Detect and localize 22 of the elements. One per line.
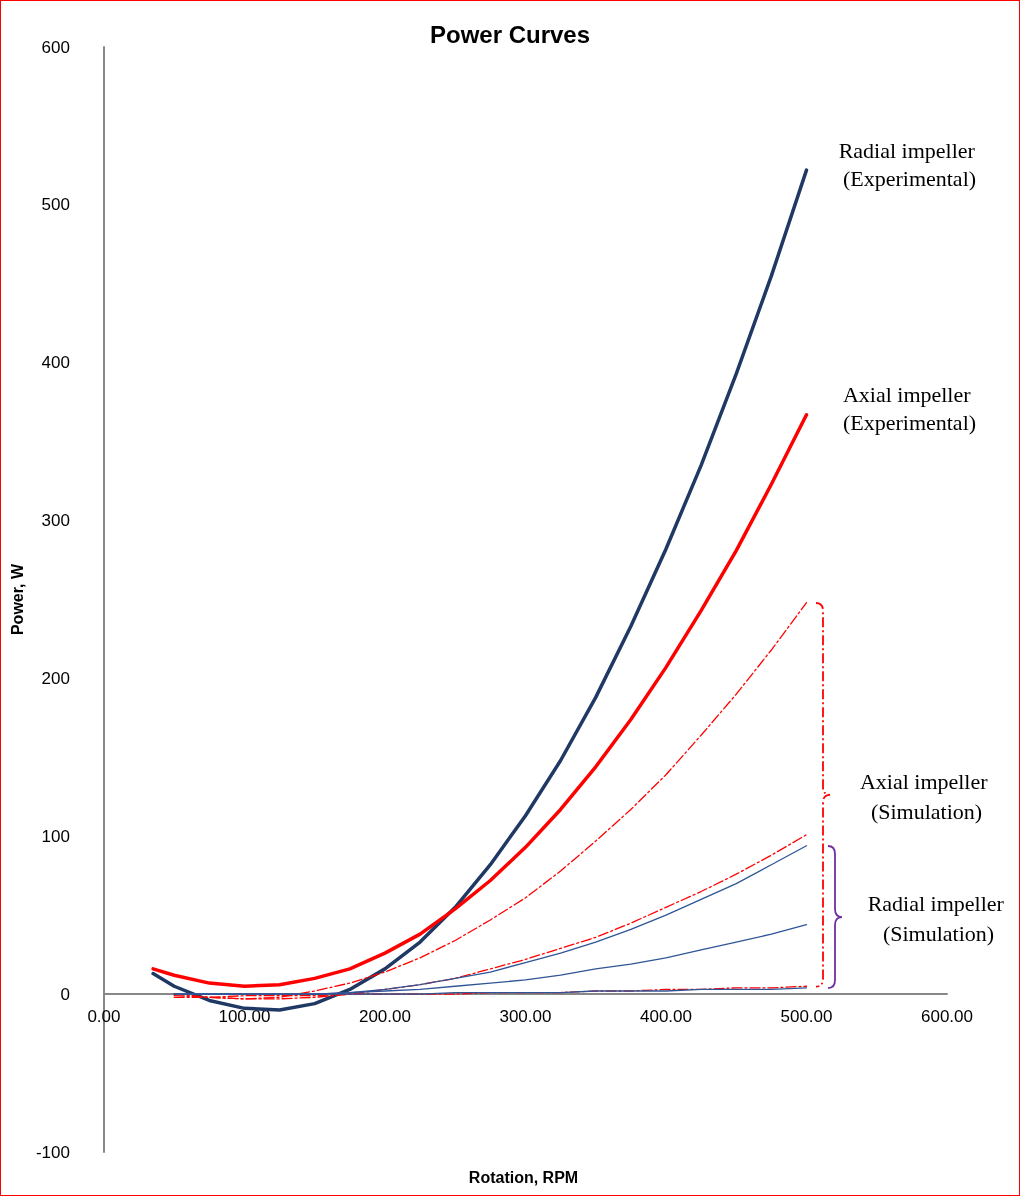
y-tick-label: -100 xyxy=(35,1142,70,1162)
x-tick-label: 400.00 xyxy=(639,1007,692,1027)
y-tick-label: 500 xyxy=(41,195,70,215)
y-tick-label: 0 xyxy=(60,984,70,1004)
series-label: Axial impeller (Experimental) xyxy=(842,382,977,436)
y-tick-label: 600 xyxy=(41,37,70,57)
x-tick-label: 600.00 xyxy=(921,1007,973,1027)
annotation: Radial impeller (Simulation) xyxy=(867,891,1010,947)
x-tick-label: 300.00 xyxy=(499,1007,552,1027)
x-tick-label: 500.00 xyxy=(780,1007,833,1027)
x-tick-label: 0.00 xyxy=(87,1007,121,1027)
y-tick-label: 400 xyxy=(41,353,70,373)
annotation: Axial impeller (Simulation) xyxy=(859,768,994,824)
x-tick-label: 200.00 xyxy=(358,1007,411,1027)
series-label: Radial impeller (Experimental) xyxy=(838,137,981,191)
y-tick-label: 200 xyxy=(41,668,70,688)
chart-title: Power Curves xyxy=(429,20,591,48)
y-tick-label: 300 xyxy=(41,511,70,531)
x-axis-title: Rotation, RPM xyxy=(468,1168,579,1186)
y-axis-title: Power, W xyxy=(8,563,26,636)
x-tick-label: 100.00 xyxy=(218,1007,271,1027)
y-tick-label: 100 xyxy=(41,826,70,846)
